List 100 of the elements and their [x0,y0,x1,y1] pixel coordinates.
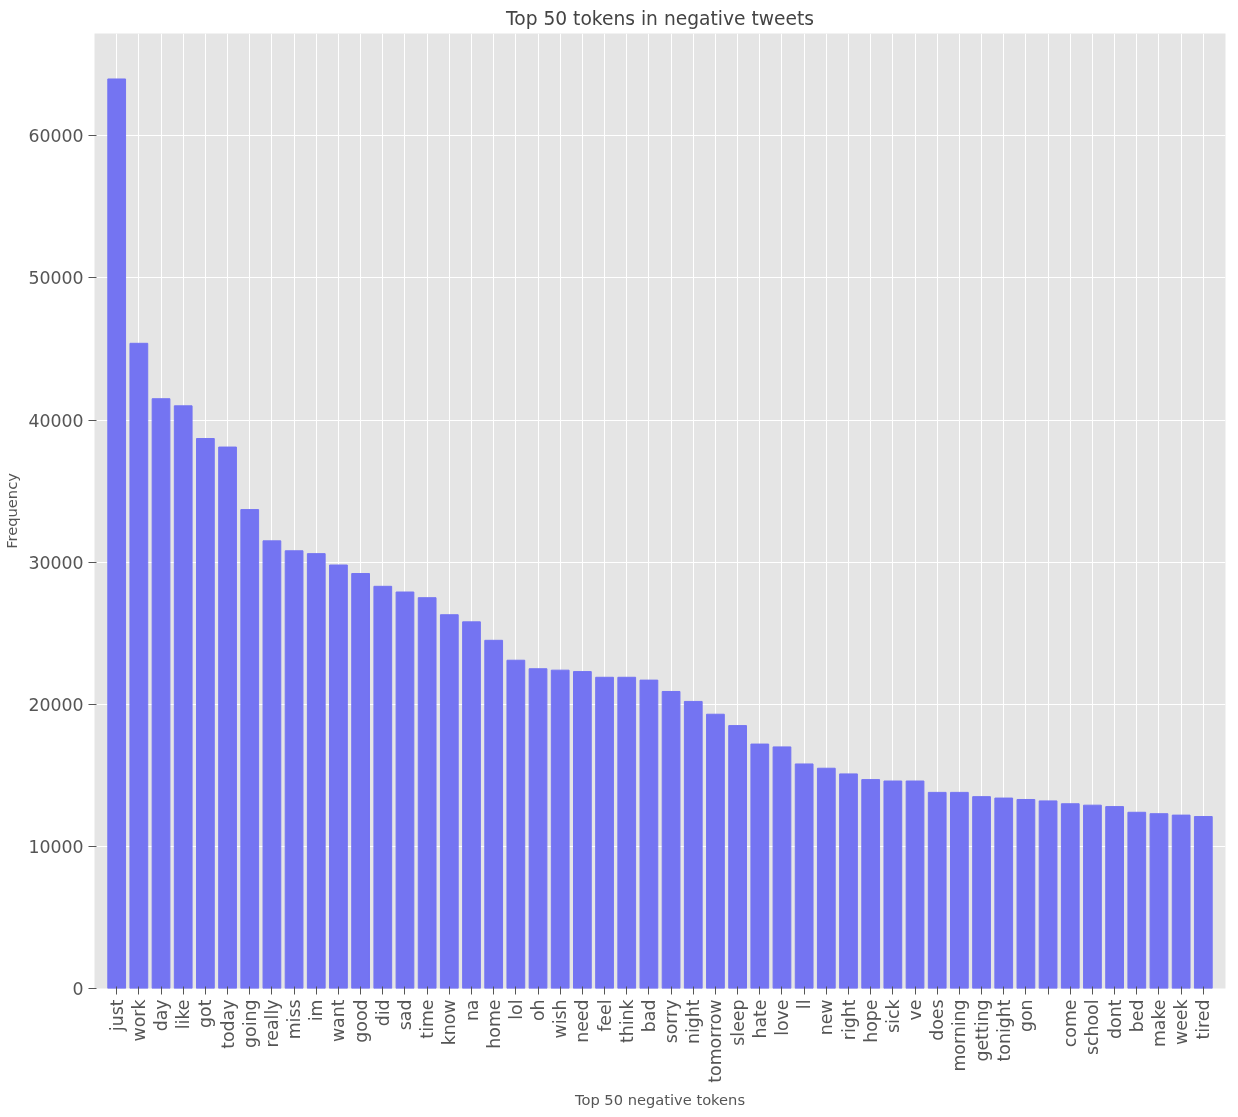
bar [329,564,348,989]
x-tick-label: sorry [661,999,682,1044]
x-tick-label: getting [971,999,992,1062]
y-tick-label: 50000 [28,268,84,289]
bar [173,405,193,989]
x-axis-title: Top 50 negative tokens [573,1090,746,1108]
bar [550,669,570,989]
bar [240,509,260,989]
bar [683,700,703,989]
bar [595,676,614,989]
x-tick-label: right [838,999,859,1041]
bar [1127,811,1147,989]
bar [1060,803,1080,989]
x-tick-label: miss [284,999,305,1040]
bar [439,614,459,989]
x-tick-label: tired [1193,999,1214,1040]
y-axis-title: Frequency [3,472,21,549]
x-tick-label: sad [394,999,415,1031]
bar [661,690,681,989]
x-tick-label: na [461,999,482,1022]
x-tick-label: home [483,999,504,1049]
bar [1105,806,1124,989]
bar [573,671,592,989]
x-tick-label: new [816,999,837,1036]
bar [129,342,149,989]
bar [772,746,792,989]
x-tick-label: got [195,999,216,1028]
x-tick-label: just [106,999,127,1033]
x-tick-label: love [771,999,792,1036]
x-tick-label: sleep [727,999,748,1046]
bar [528,668,548,989]
x-tick-label: ll [794,999,815,1010]
bar [218,446,237,989]
bar [284,550,304,989]
x-tick-label: morning [949,999,970,1072]
bar [839,773,858,989]
x-tick-label: day [151,999,172,1032]
x-tick-label: hope [860,999,881,1043]
x-tick-label: hate [749,999,770,1039]
bar [994,797,1014,989]
x-tick-label: gon [1015,999,1036,1033]
x-tick-label: work [128,999,149,1042]
bar [750,743,770,989]
x-tick-label: wish [550,999,571,1039]
x-tick-label: need [572,999,593,1043]
y-tick-label: 20000 [28,694,84,715]
bar [151,398,171,989]
bar [728,725,747,989]
y-tick-label: 40000 [28,410,84,431]
x-tick-label: school [1082,999,1103,1056]
x-tick-label: going [239,999,260,1048]
x-tick-label: oh [528,999,549,1022]
x-tick-label: really [261,999,282,1048]
bar [373,585,393,989]
bar [351,573,370,989]
y-tick-label: 10000 [28,836,84,857]
bar [639,679,659,989]
y-tick-label: 0 [72,979,84,999]
bar [1193,816,1213,989]
x-tick-label: dont [1104,999,1125,1039]
x-tick-label: night [683,999,704,1045]
x-tick-label: good [350,999,371,1043]
x-tick-label: think [616,999,637,1044]
bar [1083,804,1102,989]
bar [1016,798,1036,989]
bar [883,780,903,989]
bar [462,621,481,989]
x-tick-label: bad [638,999,659,1033]
x-tick-label: feel [594,999,615,1032]
bar [950,791,969,989]
bar [1149,813,1169,989]
bar [306,553,326,989]
x-tick-label: bed [1126,999,1147,1033]
bar [1038,800,1058,989]
bar [107,78,127,989]
chart-title: Top 50 tokens in negative tweets [505,7,814,29]
bar [262,540,282,989]
x-tick-label: make [1148,999,1169,1048]
bar [417,597,437,989]
bar [484,639,504,989]
bar [905,780,925,989]
x-tick-label: know [439,999,460,1046]
x-tick-label: want [328,999,349,1043]
bar [506,659,526,989]
x-tick-label: time [417,999,438,1039]
bar [927,791,947,989]
bar [617,676,637,989]
x-tick-label: lol [505,999,526,1020]
x-tick-label: week [1171,999,1192,1046]
x-tick-label: like [173,999,194,1030]
bar [794,763,814,989]
bar [861,779,881,989]
bar [816,767,836,989]
y-tick-label: 30000 [28,552,84,573]
x-tick-label: does [927,999,948,1041]
bar [706,713,725,989]
x-tick-label: today [217,999,238,1049]
x-tick-label: tomorrow [705,999,726,1083]
x-tick-label: ve [905,999,926,1021]
x-tick-label: sick [882,999,903,1033]
